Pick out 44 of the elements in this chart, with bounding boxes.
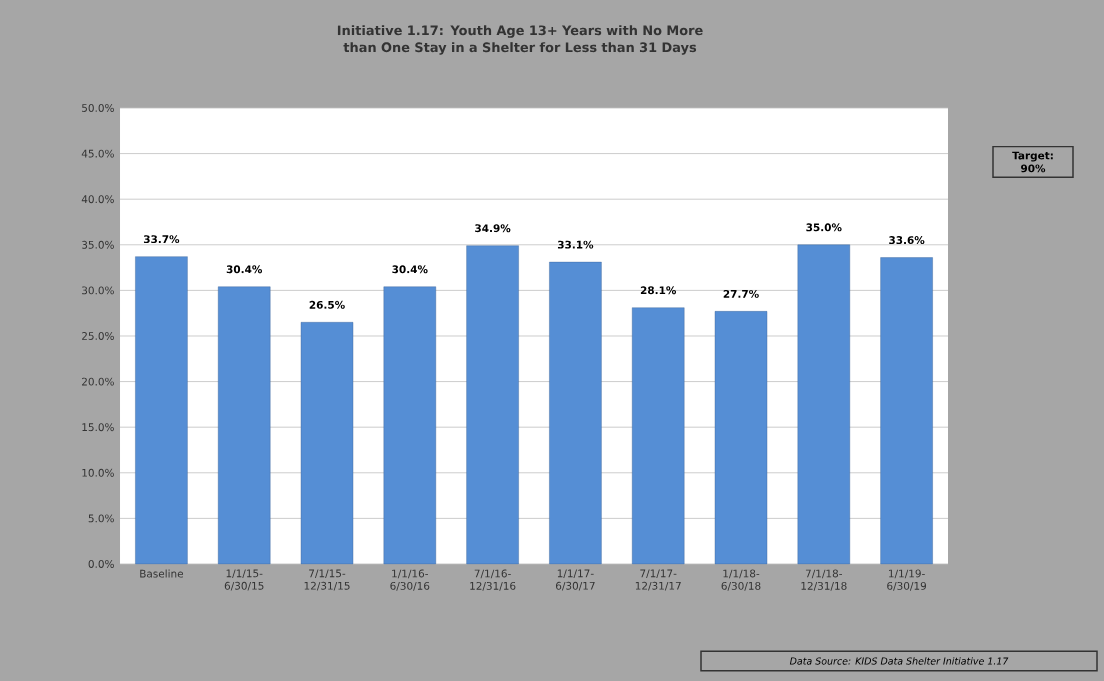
y-tick-label: 20.0% [82, 377, 114, 386]
y-tick-label: 15.0% [82, 423, 114, 432]
x-tick-label: 7/1/18-12/31/18 [801, 569, 847, 591]
bar [218, 286, 271, 565]
data-label: 34.9% [475, 224, 511, 233]
data-label: 27.7% [723, 289, 759, 298]
x-tick-label: 1/1/19-6/30/19 [887, 569, 927, 591]
x-tick-label: Baseline [140, 569, 184, 578]
data-label: 33.1% [557, 240, 594, 249]
y-tick-label: 0.0% [88, 560, 114, 568]
y-tick-label: 45.0% [81, 149, 114, 158]
text: Target: 90% [1012, 151, 1053, 173]
x-tick-label: 7/1/15-12/31/15 [304, 569, 350, 591]
bar [383, 286, 437, 565]
y-tick-label: 40.0% [81, 195, 114, 204]
data-label: 30.4% [226, 265, 263, 274]
bar [135, 256, 188, 565]
y-tick-label: 50.0% [82, 104, 114, 112]
y-tick-label: 35.0% [82, 240, 114, 249]
x-tick-label: 1/1/16-6/30/16 [390, 569, 430, 591]
x-tick-label: 7/1/16-12/31/16 [470, 569, 516, 591]
bar [714, 311, 768, 565]
x-tick-label: 1/1/18-6/30/18 [721, 569, 761, 591]
bar [880, 257, 933, 565]
bar [300, 322, 354, 565]
y-tick-label: 25.0% [82, 332, 114, 340]
data-label: 35.0% [806, 223, 842, 232]
bar [797, 244, 851, 565]
data-label: 26.5% [309, 300, 345, 309]
data-label: 30.4% [392, 265, 428, 274]
y-tick-label: 30.0% [82, 286, 114, 295]
source-note: Data Source: KIDS Data Shelter Initiative 1.17 [789, 657, 1009, 665]
bar [466, 245, 519, 565]
x-tick-label: 1/1/15-6/30/15 [224, 569, 264, 591]
y-tick-label: 5.0% [88, 514, 114, 523]
chart-title: Initiative 1.17: Youth Age 13+ Years with No More than One Stay in a Shelter for Less than 31 Days [337, 25, 703, 55]
x-tick-label: 1/1/17-6/30/17 [555, 569, 595, 591]
y-tick-label: 10.0% [82, 468, 114, 477]
data-label: 33.6% [889, 236, 925, 245]
data-label: 33.7% [143, 235, 180, 244]
data-label: 28.1% [640, 286, 677, 295]
bar [632, 307, 685, 565]
bar [549, 261, 602, 565]
x-tick-label: 7/1/17-12/31/17 [635, 569, 681, 591]
